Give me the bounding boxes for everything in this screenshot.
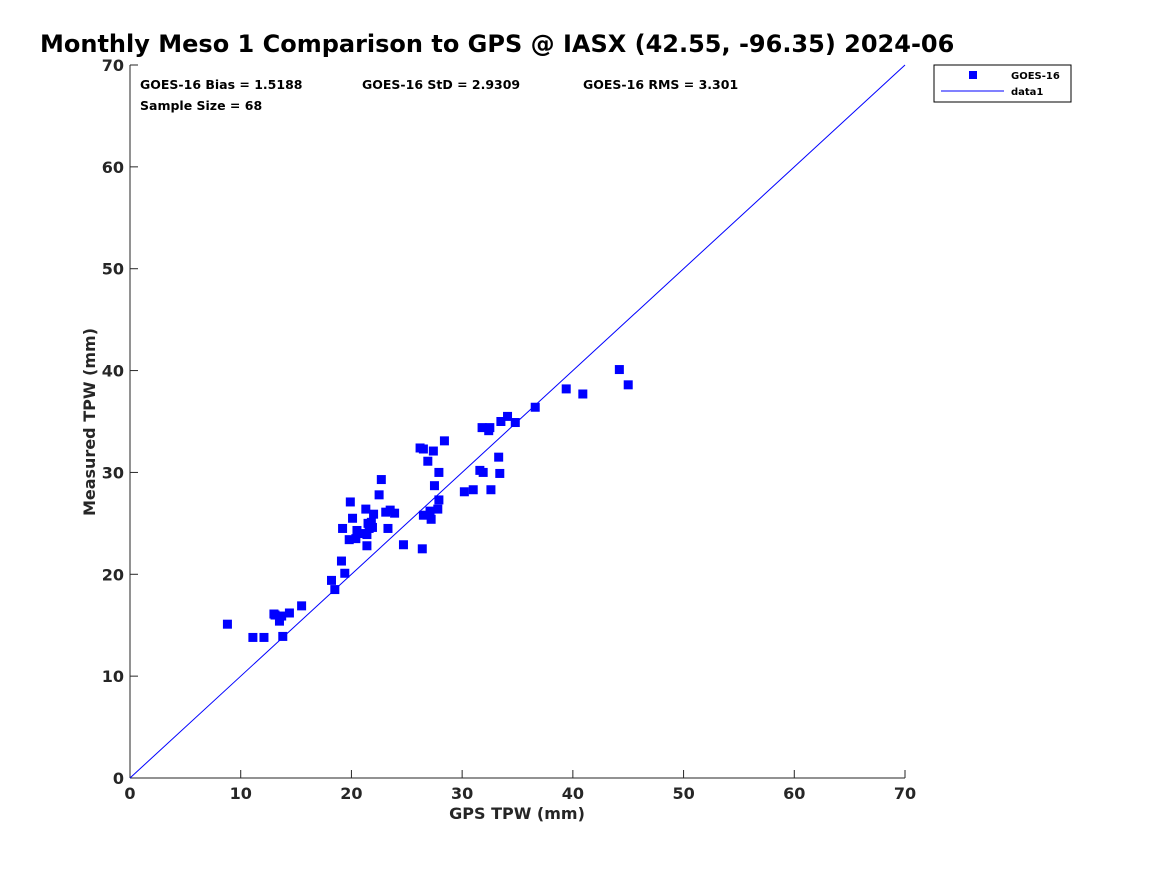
data-point — [284, 608, 294, 618]
data-point — [561, 384, 571, 394]
data-point — [417, 544, 427, 554]
y-tick-label: 30 — [102, 463, 124, 482]
data-point — [418, 444, 428, 454]
data-point — [429, 481, 439, 491]
x-tick-label: 0 — [124, 784, 135, 803]
x-tick-label: 60 — [783, 784, 805, 803]
data-point — [468, 485, 478, 495]
legend-box — [933, 64, 1072, 103]
data-point — [248, 632, 258, 642]
data-point — [428, 446, 438, 456]
data-point — [222, 619, 232, 629]
data-point — [348, 513, 358, 523]
y-tick-label: 0 — [113, 769, 124, 788]
data-point — [578, 389, 588, 399]
stat-sample-size: Sample Size = 68 — [140, 98, 262, 113]
data-point — [369, 509, 379, 519]
data-point — [340, 568, 350, 578]
x-tick-label: 30 — [451, 784, 473, 803]
data-point — [614, 365, 624, 375]
data-point — [439, 436, 449, 446]
data-point — [361, 504, 371, 514]
legend-marker-square — [969, 71, 977, 79]
data-point — [374, 490, 384, 500]
data-point — [434, 467, 444, 477]
data-point — [270, 610, 280, 620]
data-point — [398, 540, 408, 550]
y-axis-ticks: 0 10 20 30 40 50 60 70 — [102, 56, 138, 788]
y-tick-label: 10 — [102, 667, 124, 686]
x-tick-label: 50 — [672, 784, 694, 803]
data-point — [530, 402, 540, 412]
x-axis-ticks: 0 10 20 30 40 50 60 70 — [124, 770, 916, 803]
stat-bias: GOES-16 Bias = 1.5188 — [140, 77, 302, 92]
legend: GOES-16 data1 — [933, 64, 1072, 103]
data-point — [327, 575, 336, 585]
data-point — [259, 632, 269, 642]
data-point — [510, 418, 520, 428]
x-tick-label: 70 — [894, 784, 916, 803]
x-tick-label: 20 — [340, 784, 362, 803]
data-point — [485, 423, 495, 433]
data-point — [338, 523, 348, 533]
y-tick-label: 60 — [102, 158, 124, 177]
data-point — [495, 468, 505, 478]
data-point — [503, 411, 513, 421]
data-point — [390, 508, 400, 518]
data-point — [383, 523, 393, 533]
data-point — [623, 380, 633, 390]
data-point — [277, 611, 287, 621]
data-point — [425, 506, 435, 516]
data-point — [496, 417, 506, 426]
y-tick-label: 50 — [102, 260, 124, 279]
data-point — [459, 487, 469, 497]
data-point — [478, 467, 488, 477]
data-point — [352, 525, 362, 535]
data-point — [434, 495, 444, 505]
data-point — [344, 535, 354, 545]
stat-std: GOES-16 StD = 2.9309 — [362, 77, 520, 92]
x-axis-label: GPS TPW (mm) — [449, 804, 585, 823]
data-points — [222, 365, 633, 642]
data-point — [433, 504, 443, 514]
axes — [129, 65, 905, 779]
data-point — [274, 616, 284, 626]
y-tick-label: 40 — [102, 362, 124, 381]
y-tick-label: 20 — [102, 565, 124, 584]
legend-entry-goes16: GOES-16 — [1011, 71, 1060, 82]
data-point — [418, 510, 428, 520]
stat-rms: GOES-16 RMS = 3.301 — [583, 77, 738, 92]
y-axis-label: Measured TPW (mm) — [80, 328, 99, 516]
data-point — [477, 423, 487, 433]
y-tick-label: 70 — [102, 56, 124, 75]
data-point — [345, 497, 355, 507]
data-point — [351, 534, 361, 544]
data-point — [330, 585, 340, 595]
chart-title: Monthly Meso 1 Comparison to GPS @ IASX … — [40, 30, 954, 58]
data-point — [376, 475, 386, 485]
data-point — [494, 452, 504, 462]
data-point — [486, 485, 496, 495]
data-point — [362, 530, 372, 540]
data-point — [366, 517, 376, 527]
data-point — [423, 456, 433, 466]
data-point — [278, 631, 288, 641]
x-tick-label: 40 — [562, 784, 584, 803]
data-point — [367, 522, 377, 532]
data-point — [297, 601, 307, 611]
data-point — [426, 514, 436, 524]
x-tick-label: 10 — [230, 784, 252, 803]
data-point — [336, 556, 346, 566]
legend-entry-data1: data1 — [1011, 87, 1043, 98]
data-point — [362, 541, 372, 551]
